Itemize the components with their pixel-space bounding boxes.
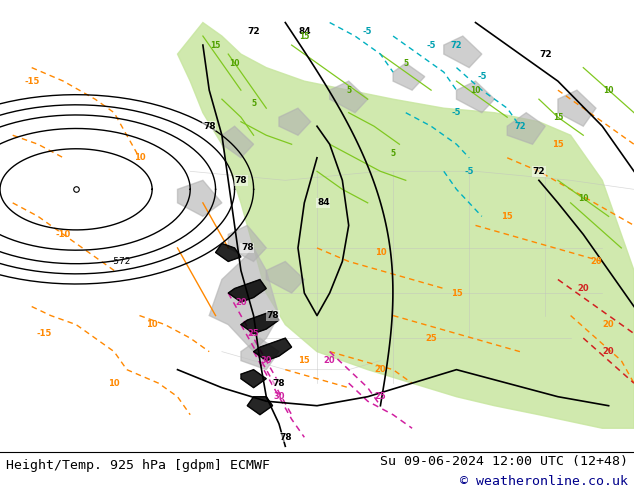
Text: -5: -5 [363,27,372,36]
Polygon shape [558,90,596,126]
Text: 72: 72 [247,27,260,36]
Polygon shape [279,108,311,135]
Text: -5: -5 [427,41,436,49]
Text: 20: 20 [324,356,335,365]
Text: 15: 15 [299,31,309,41]
Text: -5: -5 [477,72,486,81]
Polygon shape [507,113,545,144]
Text: 20: 20 [603,320,614,329]
Polygon shape [209,248,279,352]
Text: 10: 10 [230,59,240,68]
Text: 72: 72 [514,122,526,131]
Polygon shape [241,369,266,388]
Text: 15: 15 [501,212,513,221]
Text: -572: -572 [110,257,131,266]
Polygon shape [254,338,292,361]
Polygon shape [228,225,266,262]
Text: 10: 10 [604,86,614,95]
Text: 5: 5 [391,149,396,158]
Text: 20: 20 [578,284,589,293]
Text: 10: 10 [108,379,120,388]
Polygon shape [241,338,279,369]
Polygon shape [241,311,279,334]
Text: 30: 30 [261,356,272,365]
Text: 15: 15 [552,140,564,149]
Text: 20: 20 [375,365,386,374]
Text: 10: 10 [470,86,481,95]
Text: 78: 78 [273,379,285,388]
Polygon shape [178,180,222,217]
Text: 72: 72 [539,49,552,59]
Text: 10: 10 [134,153,145,162]
Text: 15: 15 [553,113,563,122]
Polygon shape [222,126,254,158]
Text: 10: 10 [375,248,386,257]
Polygon shape [456,81,495,113]
Text: 78: 78 [241,244,254,252]
Polygon shape [330,81,368,113]
Text: -10: -10 [56,230,71,239]
Text: 15: 15 [451,289,462,297]
Text: 72: 72 [451,41,462,49]
Text: 78: 78 [203,122,216,131]
Text: Height/Temp. 925 hPa [gdpm] ECMWF: Height/Temp. 925 hPa [gdpm] ECMWF [6,459,270,471]
Text: 20: 20 [235,297,247,307]
Polygon shape [444,36,482,68]
Text: 10: 10 [578,194,588,203]
Text: 15: 15 [299,356,310,365]
Polygon shape [247,397,273,415]
Polygon shape [178,23,634,428]
Text: 25: 25 [425,334,437,343]
Polygon shape [228,279,266,302]
Text: 20: 20 [590,257,602,266]
Text: © weatheronline.co.uk: © weatheronline.co.uk [460,475,628,488]
Text: 78: 78 [235,176,247,185]
Text: -5: -5 [465,167,474,176]
Text: 84: 84 [298,27,311,36]
Text: 84: 84 [317,198,330,207]
Polygon shape [393,63,425,90]
Text: 25: 25 [248,329,259,338]
Text: Su 09-06-2024 12:00 UTC (12+48): Su 09-06-2024 12:00 UTC (12+48) [380,455,628,467]
Text: -15: -15 [37,329,52,338]
Text: 5: 5 [346,86,351,95]
Text: 72: 72 [533,167,545,176]
Text: 15: 15 [210,41,221,49]
Text: 20: 20 [603,347,614,356]
Text: 25: 25 [375,392,386,401]
Polygon shape [216,244,241,262]
Text: 10: 10 [146,320,158,329]
Text: 78: 78 [279,433,292,442]
Text: 5: 5 [403,59,408,68]
Text: -5: -5 [452,108,461,117]
Polygon shape [266,262,304,293]
Text: 78: 78 [266,311,279,320]
Text: 30: 30 [273,392,285,401]
Text: 5: 5 [251,99,256,108]
Text: -15: -15 [24,76,39,86]
